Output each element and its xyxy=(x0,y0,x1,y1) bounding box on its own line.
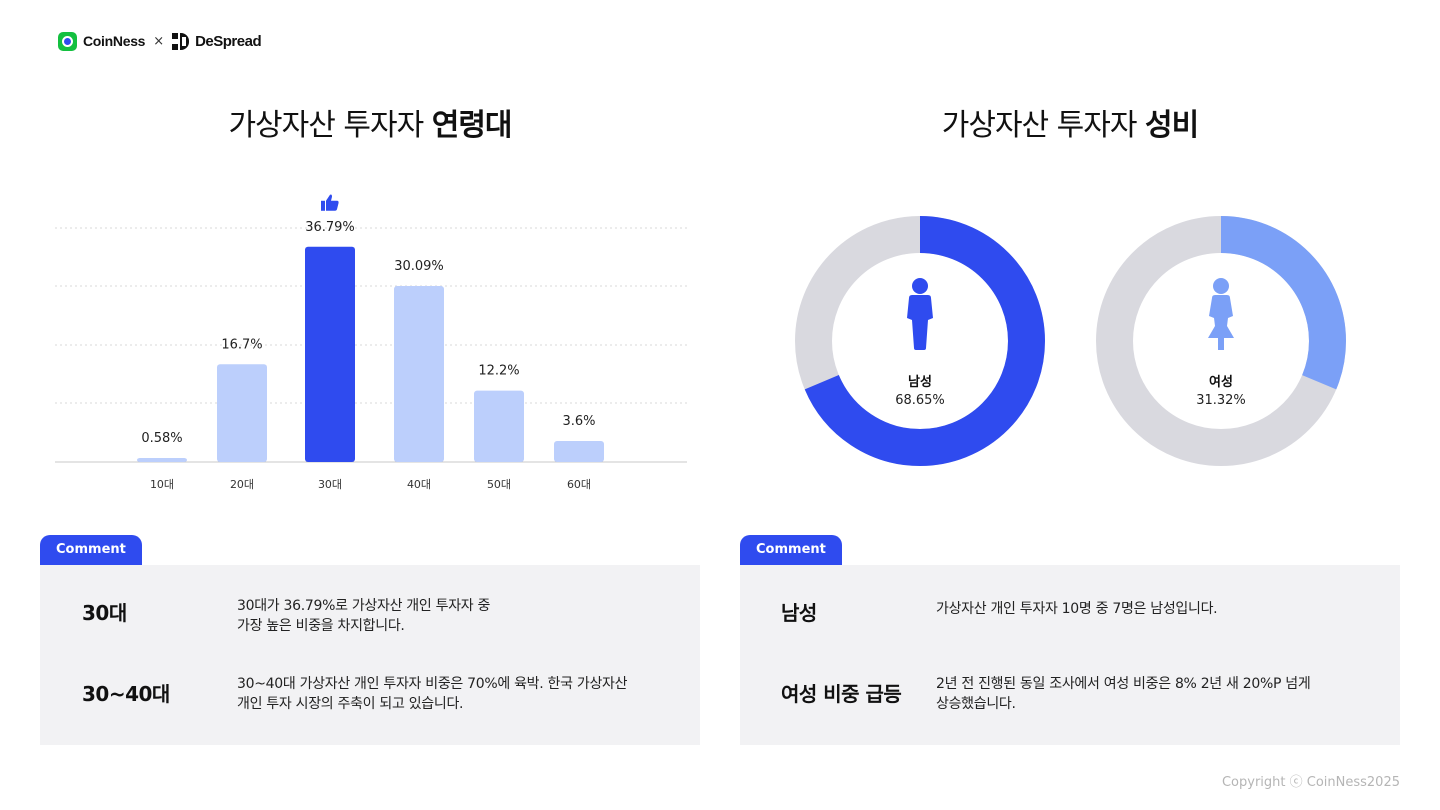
donut-segment xyxy=(1096,216,1346,466)
bar-20대 xyxy=(217,364,267,462)
despread-logo-text: DeSpread xyxy=(195,32,262,50)
despread-logo-icon xyxy=(172,32,190,50)
comment-box-right: 남성 가상자산 개인 투자자 10명 중 7명은 남성입니다. 여성 비중 급등… xyxy=(740,565,1400,745)
comment-line: 상승했습니다. xyxy=(936,696,1016,712)
gender-chart-title: 가상자산 투자자 성비 xyxy=(850,100,1290,144)
comment-key: 30대 xyxy=(82,601,127,625)
age-title-regular: 가상자산 투자자 xyxy=(228,108,432,143)
comment-value: 가상자산 개인 투자자 10명 중 7명은 남성입니다. xyxy=(936,599,1218,619)
donut-value-label: 31.32% xyxy=(1196,393,1246,408)
comment-key: 여성 비중 급등 xyxy=(781,682,902,706)
age-title-bold: 연령대 xyxy=(431,108,513,143)
gender-title-bold: 성비 xyxy=(1145,108,1199,143)
comment-tab-left: Comment xyxy=(40,535,142,565)
gender-title-regular: 가상자산 투자자 xyxy=(941,108,1146,143)
female-person-icon xyxy=(1208,278,1234,350)
male-person-icon xyxy=(907,278,933,350)
donut-label: 남성 xyxy=(908,374,932,390)
thumbs-up-icon xyxy=(321,194,339,211)
bar-10대 xyxy=(137,458,187,462)
comment-value: 30~40대 가상자산 개인 투자자 비중은 70%에 육박. 한국 가상자산 … xyxy=(237,674,628,714)
x-tick-label: 10대 xyxy=(150,478,174,491)
bar-value-label: 3.6% xyxy=(562,414,595,429)
x-tick-label: 50대 xyxy=(487,478,511,491)
comment-value: 2년 전 진행된 동일 조사에서 여성 비중은 8% 2년 새 20%P 넘게 … xyxy=(936,674,1311,714)
bar-50대 xyxy=(474,390,524,462)
comment-key: 남성 xyxy=(781,601,817,625)
comment-line: 가장 높은 비중을 차지합니다. xyxy=(237,618,405,634)
bar-value-label: 30.09% xyxy=(394,259,444,274)
bar-value-label: 36.79% xyxy=(305,220,355,235)
donut-female: 여성 31.32% xyxy=(1096,216,1346,466)
x-tick-label: 20대 xyxy=(230,478,254,491)
x-tick-label: 40대 xyxy=(407,478,431,491)
coinness-logo-icon xyxy=(58,31,77,51)
coinness-logo-text: CoinNess xyxy=(83,33,146,49)
comment-value: 30대가 36.79%로 가상자산 개인 투자자 중 가장 높은 비중을 차지합… xyxy=(237,596,490,636)
donut-segment xyxy=(795,216,1045,466)
comment-line: 2년 전 진행된 동일 조사에서 여성 비중은 8% 2년 새 20%P 넘게 xyxy=(936,676,1311,692)
comment-box-left: 30대 30대가 36.79%로 가상자산 개인 투자자 중 가장 높은 비중을… xyxy=(40,565,700,745)
comment-key: 30~40대 xyxy=(82,682,170,706)
bar-value-label: 0.58% xyxy=(141,431,182,446)
brand-logo-bar: CoinNess × DeSpread xyxy=(58,31,262,51)
bar-30대 xyxy=(305,246,355,462)
gender-donut-charts: 남성 68.65% 여성 31.32% xyxy=(795,216,1346,466)
comment-line: 30대가 36.79%로 가상자산 개인 투자자 중 xyxy=(237,598,491,614)
donut-label: 여성 xyxy=(1209,374,1233,390)
bar-60대 xyxy=(554,440,604,462)
brand-separator: × xyxy=(153,33,165,49)
comment-tab-right: Comment xyxy=(740,535,842,565)
bar-40대 xyxy=(394,285,444,462)
donut-male: 남성 68.65% xyxy=(795,216,1045,466)
x-tick-label: 60대 xyxy=(567,478,591,491)
comment-line: 30~40대 가상자산 개인 투자자 비중은 70%에 육박. 한국 가상자산 xyxy=(237,676,628,692)
bar-value-label: 12.2% xyxy=(478,364,519,379)
copyright-text: Copyright ⓒ CoinNess2025 xyxy=(1221,775,1400,790)
bar-value-label: 16.7% xyxy=(221,337,262,352)
x-tick-label: 30대 xyxy=(318,478,342,491)
comment-line: 개인 투자 시장의 주축이 되고 있습니다. xyxy=(237,696,464,712)
age-chart-title: 가상자산 투자자 연령대 xyxy=(150,100,590,144)
comment-line: 가상자산 개인 투자자 10명 중 7명은 남성입니다. xyxy=(936,601,1218,617)
age-bar-chart: 0.58% 10대 16.7% 20대 36.79% 30대 30.09% 40대 12.2% 5… xyxy=(55,194,687,491)
donut-value-label: 68.65% xyxy=(895,393,945,408)
